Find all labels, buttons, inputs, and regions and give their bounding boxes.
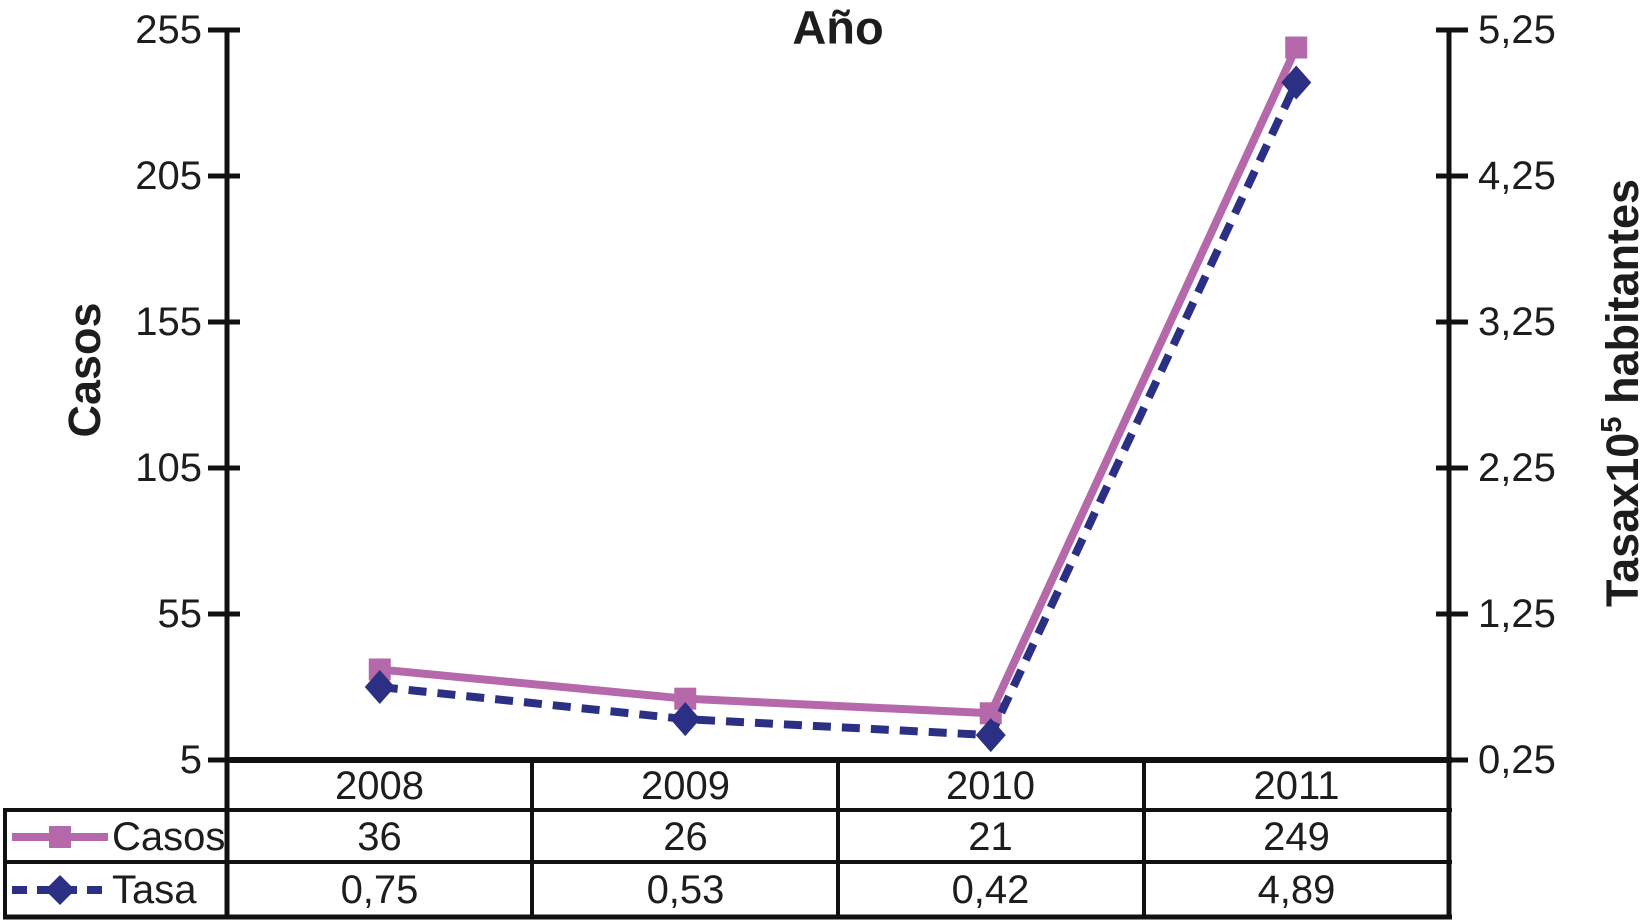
left-tick-label: 105 (135, 446, 202, 490)
tasa-markers (364, 65, 1312, 753)
tasa-data-point (364, 670, 395, 704)
series-layer (364, 36, 1312, 753)
casos-series-marker-icon (12, 826, 108, 848)
legend-item-tasa: Tasa (10, 867, 224, 913)
left-tick-label: 255 (135, 8, 202, 52)
legend-label-tasa: Tasa (112, 868, 197, 912)
casos-markers (368, 36, 1308, 725)
casos-data-point (1285, 36, 1308, 59)
tasa-data-point (670, 702, 701, 737)
right-tick-label: 5,25 (1478, 8, 1556, 52)
table-tasa-cell: 0,53 (646, 868, 725, 912)
table-grid (3, 760, 1452, 920)
right-axis-title-rest: habitantes (1597, 179, 1648, 417)
left-axis-ticks (208, 27, 240, 763)
table-casos-cell: 26 (663, 815, 708, 859)
table-casos-cell: 36 (357, 815, 402, 859)
tasa-series-marker-icon (12, 875, 108, 905)
chart-title: Año (792, 1, 884, 54)
casos-data-point (979, 702, 1002, 725)
left-tick-label: 205 (135, 154, 202, 198)
table-year-cell: 2010 (946, 764, 1035, 808)
right-tick-label: 0,25 (1478, 738, 1556, 782)
table-year-cell: 2011 (1253, 764, 1340, 808)
legend-item-casos: Casos (10, 814, 226, 860)
left-tick-label: 55 (157, 592, 203, 636)
tasa-line (379, 80, 1300, 740)
table-tasa-cell: 0,75 (340, 868, 419, 912)
right-tick-label: 3,25 (1478, 300, 1556, 344)
legend-label-casos: Casos (112, 815, 226, 859)
right-tick-label: 1,25 (1478, 592, 1556, 636)
casos-line (379, 45, 1300, 718)
right-tick-label: 4,25 (1478, 154, 1556, 198)
left-tick-label: 5 (179, 738, 202, 782)
table-casos-cell: 249 (1263, 815, 1330, 859)
casos-data-point (674, 687, 697, 710)
left-tick-label: 155 (135, 300, 202, 344)
table-casos-cell: 21 (968, 815, 1013, 859)
tasa-data-point (975, 718, 1006, 753)
tasa-data-point (1281, 65, 1312, 100)
table-year-cell: 2008 (335, 764, 424, 808)
right-tick-label: 2,25 (1478, 446, 1556, 490)
casos-data-point (368, 658, 391, 681)
right-axis-ticks (1436, 27, 1468, 763)
table-year-cell: 2009 (641, 764, 730, 808)
table-tasa-cell: 0,42 (951, 868, 1030, 912)
right-axis-title-superscript: 5 (1596, 416, 1628, 433)
table-tasa-cell: 4,89 (1257, 868, 1336, 912)
